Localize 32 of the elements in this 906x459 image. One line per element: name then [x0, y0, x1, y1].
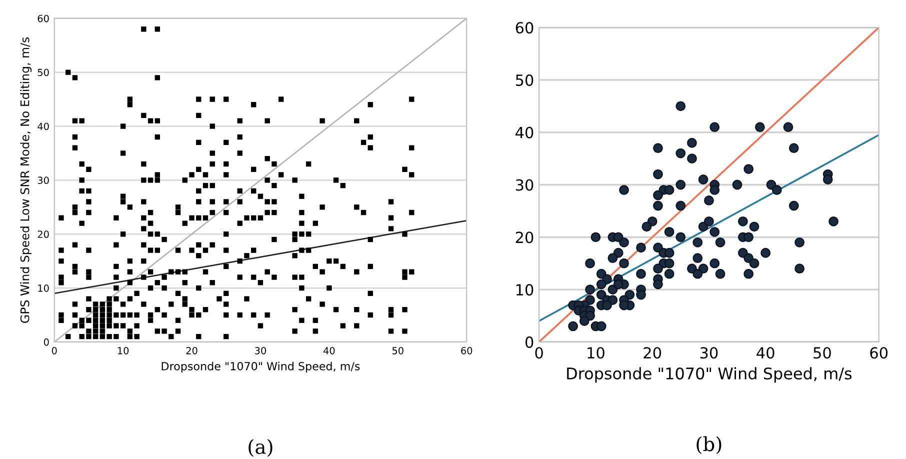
y-tick-label: 60 [516, 22, 534, 34]
x-tick-label: 0 [52, 346, 57, 354]
x-tick-label: 10 [118, 346, 129, 354]
y-tick-label: 10 [38, 284, 49, 292]
x-tick-label: 60 [461, 346, 472, 354]
y-tick-label: 40 [516, 126, 534, 138]
y-tick-label: 20 [516, 232, 534, 244]
y-tick-label: 40 [38, 122, 49, 130]
x-tick-label: 60 [870, 347, 888, 359]
text: (b) [696, 436, 722, 454]
x-tick-label: 20 [644, 347, 662, 359]
x-tick-label: 20 [186, 346, 198, 354]
y-tick-label: 30 [38, 176, 49, 184]
text: (a) [248, 439, 272, 457]
y-tick-label: 50 [516, 74, 534, 86]
x-tick-label: 10 [588, 347, 604, 359]
x-tick-label: 30 [700, 347, 718, 359]
y-axis-title: GPS Wind Speed Low SNR Mode, No Editing, m/s [20, 37, 32, 323]
y-tick-label: 50 [38, 68, 49, 76]
x-tick-label: 50 [392, 346, 404, 354]
x-tick-label: 50 [814, 347, 831, 359]
x-tick-label: 30 [255, 346, 266, 354]
y-tick-label: 30 [516, 179, 534, 191]
x-tick-label: 40 [323, 346, 335, 354]
y-tick-label: 10 [516, 284, 534, 296]
y-tick-label: 60 [38, 14, 49, 22]
x-axis-title: Dropsonde "1070" Wind Speed, m/s [162, 362, 360, 373]
y-tick-label: 20 [38, 230, 49, 238]
x-tick-label: 0 [535, 347, 543, 359]
x-axis-title: Dropsonde "1070" Wind Speed, m/s [567, 367, 852, 383]
x-tick-label: 40 [756, 347, 774, 359]
y-tick-label: 0 [44, 338, 49, 346]
